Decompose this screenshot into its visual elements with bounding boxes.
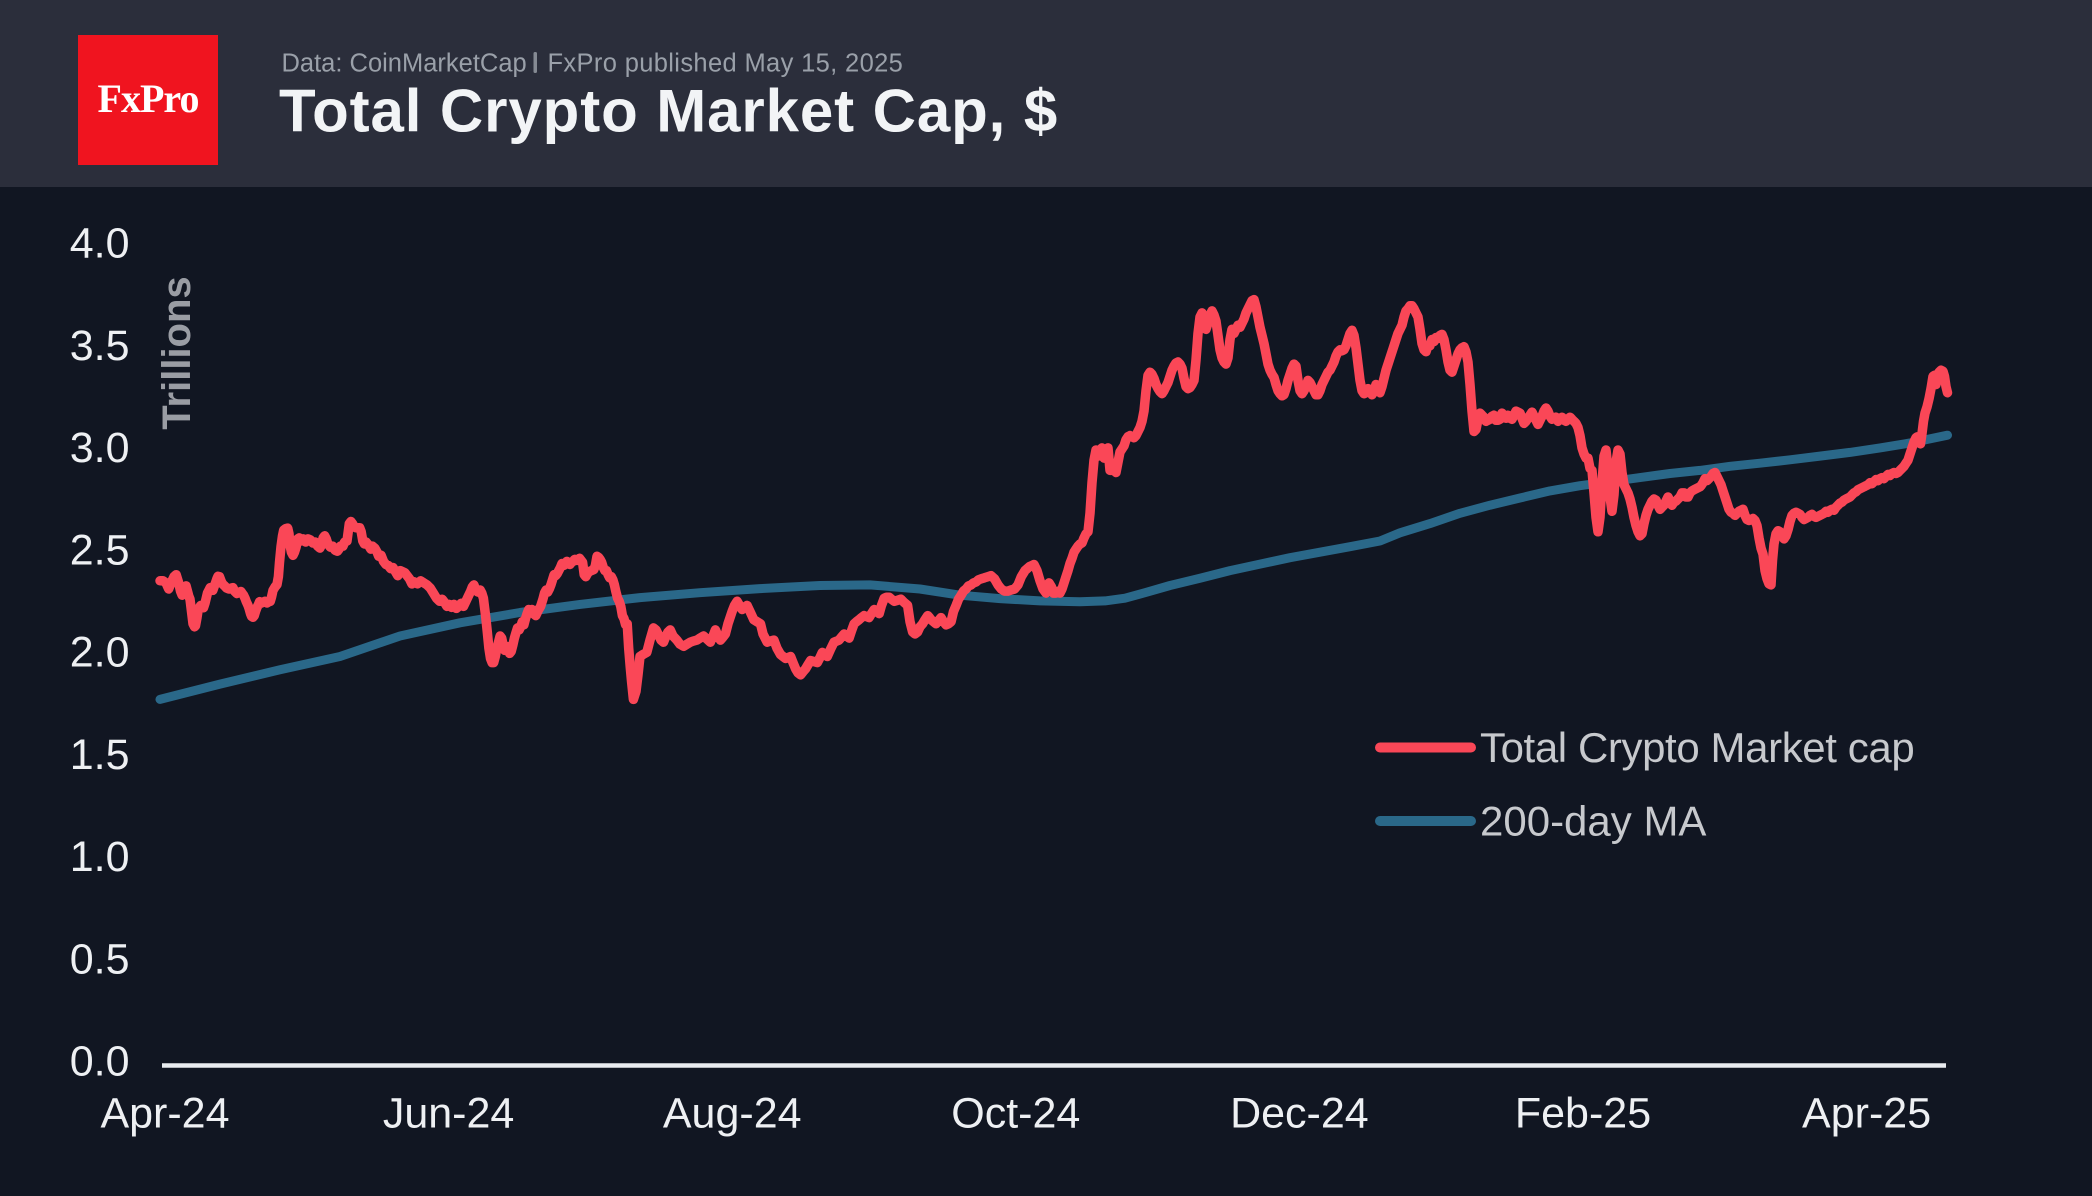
svg-text:2.0: 2.0 [70, 629, 130, 677]
svg-text:Total Crypto Market cap: Total Crypto Market cap [1480, 724, 1914, 771]
svg-text:Dec-24: Dec-24 [1230, 1090, 1369, 1138]
svg-text:Apr-25: Apr-25 [1802, 1090, 1931, 1138]
svg-text:1.0: 1.0 [70, 833, 130, 881]
svg-text:Trillions: Trillions [155, 276, 199, 429]
svg-text:FxPro: FxPro [98, 76, 199, 121]
svg-text:4.0: 4.0 [70, 220, 130, 268]
svg-text:Oct-24: Oct-24 [951, 1090, 1080, 1138]
svg-text:FxPro published May 15, 2025: FxPro published May 15, 2025 [548, 50, 904, 78]
svg-text:2.5: 2.5 [70, 526, 130, 574]
svg-text:Aug-24: Aug-24 [663, 1090, 802, 1138]
svg-text:200-day MA: 200-day MA [1480, 798, 1706, 845]
svg-text:1.5: 1.5 [70, 731, 130, 779]
svg-text:Apr-24: Apr-24 [100, 1090, 229, 1138]
svg-text:Feb-25: Feb-25 [1515, 1090, 1651, 1138]
svg-text:Jun-24: Jun-24 [383, 1090, 514, 1138]
svg-text:Data: CoinMarketCap: Data: CoinMarketCap [282, 50, 527, 78]
svg-text:Total Crypto Market Cap, $: Total Crypto Market Cap, $ [279, 78, 1058, 145]
svg-text:0.0: 0.0 [70, 1038, 130, 1086]
svg-text:3.0: 3.0 [70, 424, 130, 472]
svg-text:3.5: 3.5 [70, 322, 130, 370]
svg-text:0.5: 0.5 [70, 935, 130, 983]
